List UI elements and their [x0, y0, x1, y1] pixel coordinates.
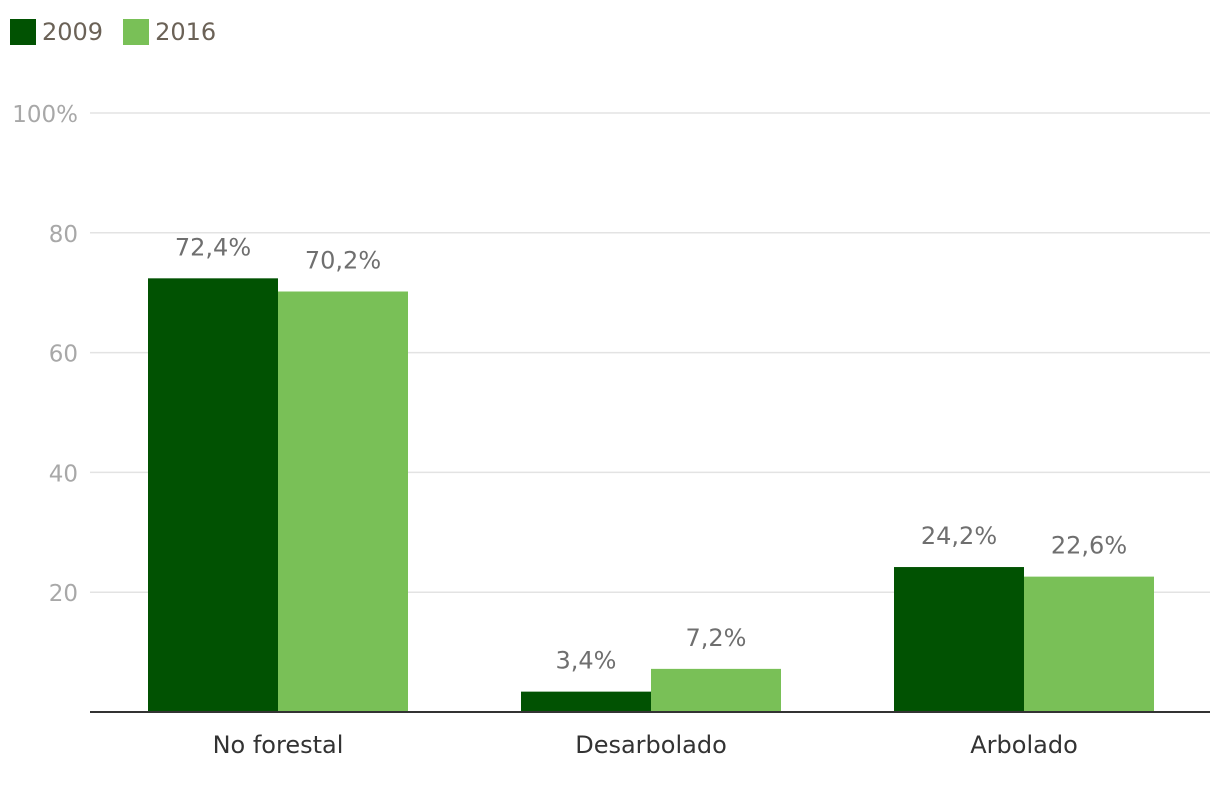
bar-2009-desarbolado[interactable] [521, 691, 651, 712]
legend-item-2009[interactable]: 2009 [10, 18, 103, 46]
labels-layer: 72,4% 3,4% 24,2% 70,2% 7,2% 22,6% [175, 233, 1127, 674]
legend-label-2009: 2009 [42, 18, 104, 46]
bar-value-label: 24,2% [921, 522, 997, 550]
bar-value-label: 72,4% [175, 233, 251, 261]
bar-value-label: 7,2% [686, 624, 747, 652]
bar-2016-arbolado[interactable] [1024, 576, 1154, 712]
bar-2016-desarbolado[interactable] [651, 668, 781, 712]
legend-label-2016: 2016 [155, 18, 217, 46]
legend-swatch-2009 [10, 19, 36, 45]
legend-swatch-2016 [123, 19, 150, 45]
axis-layer: 20 40 60 80 100% No forestal Desarbolado Arbola… [12, 102, 1210, 759]
x-category-label: No forestal [213, 731, 344, 759]
bar-value-label: 22,6% [1051, 532, 1127, 560]
y-tick-label: 80 [49, 222, 78, 248]
y-tick-label: 40 [49, 461, 78, 487]
y-tick-label: 20 [49, 581, 78, 607]
legend-item-2016[interactable]: 2016 [123, 18, 216, 46]
bar-value-label: 3,4% [556, 647, 617, 675]
x-category-label: Arbolado [970, 731, 1078, 759]
y-tick-label: 100% [12, 102, 78, 128]
x-category-label: Desarbolado [575, 731, 727, 759]
bar-value-label: 70,2% [305, 247, 381, 275]
bar-2016-no-forestal[interactable] [278, 291, 408, 712]
bar-2009-arbolado[interactable] [894, 567, 1024, 712]
bars-layer [148, 278, 1154, 712]
legend: 2009 2016 [10, 18, 216, 46]
bar-2009-no-forestal[interactable] [148, 278, 278, 712]
y-tick-label: 60 [49, 342, 78, 368]
